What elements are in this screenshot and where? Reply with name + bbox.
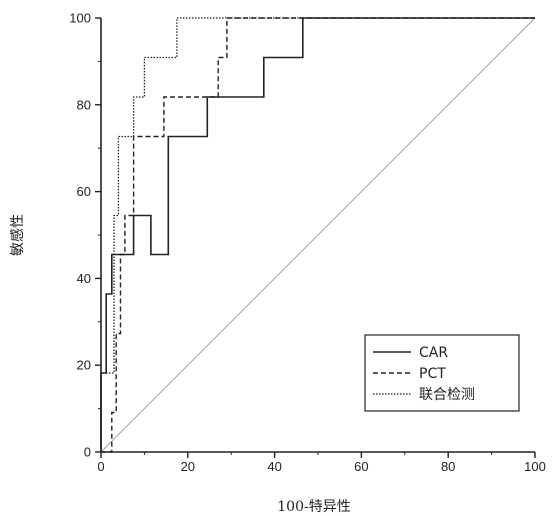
y-tick-label: 100 (69, 11, 91, 26)
y-tick-label: 80 (77, 97, 91, 112)
x-tick-label: 20 (181, 459, 195, 474)
reference-diagonal-line (100, 17, 536, 453)
series-line-3 (100, 17, 535, 452)
plot-area: 0 20 40 60 80 100 0 20 40 60 80 100 100-特异性 敏感性 CAR PCT… (9, 11, 546, 516)
x-tick-label: 40 (267, 459, 281, 474)
y-tick-label: 60 (77, 184, 91, 199)
legend-label-1: CAR (419, 345, 448, 361)
y-axis-title: 敏感性 (9, 214, 26, 256)
legend-label-2: PCT (419, 366, 446, 382)
y-tick-label: 40 (77, 271, 91, 286)
y-tick-label: 0 (84, 445, 91, 460)
legend-label-3: 联合检测 (419, 387, 475, 403)
x-axis-title: 100-特异性 (277, 499, 350, 515)
series-line-1 (100, 17, 535, 452)
x-tick-label: 60 (354, 459, 368, 474)
x-tick-label: 0 (97, 459, 104, 474)
y-tick-label: 20 (77, 358, 91, 373)
x-tick-label: 80 (441, 459, 455, 474)
x-tick-label: 100 (524, 459, 546, 474)
